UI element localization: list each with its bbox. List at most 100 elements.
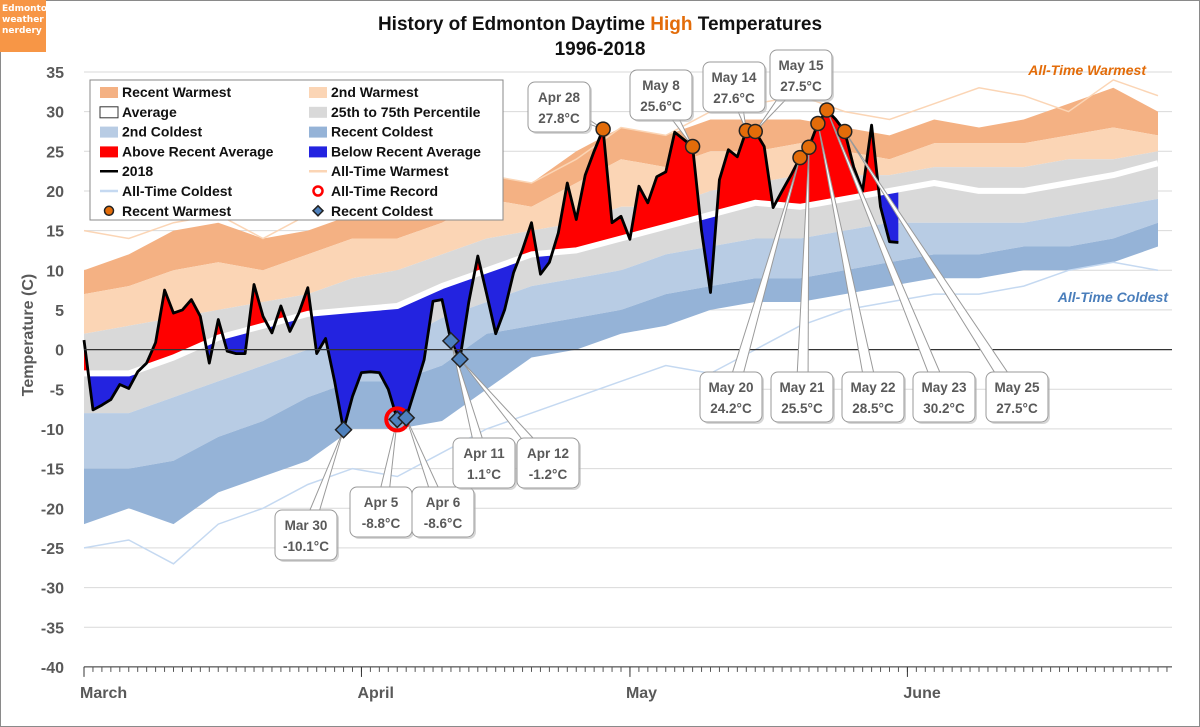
title-highlight: High [650, 14, 692, 35]
callout-value: -8.6°C [424, 516, 463, 531]
legend-label: 25th to 75th Percentile [331, 104, 481, 120]
chart-title: History of Edmonton Daytime High Tempera… [378, 14, 822, 35]
callout-box [629, 69, 693, 121]
lines [82, 108, 1159, 432]
x-tick-label: April [357, 685, 393, 702]
legend-label: 2nd Warmest [331, 84, 419, 100]
callout-value: 27.6°C [713, 91, 755, 106]
average-line [84, 160, 1159, 377]
callout-date: May 20 [708, 380, 753, 395]
recent-warmest-marker [837, 123, 853, 140]
recent-coldest-marker [397, 408, 416, 427]
legend-swatch [311, 204, 325, 217]
recent-coldest-marker [441, 331, 461, 350]
markers [334, 102, 853, 439]
legend-swatch [99, 106, 119, 119]
legend-swatch [309, 106, 327, 118]
y-tick-label: 15 [46, 224, 64, 241]
logo-line: weather [2, 15, 44, 25]
callout-box [527, 81, 591, 133]
legend-label: Recent Warmest [122, 84, 232, 100]
callout-date: May 22 [850, 380, 895, 395]
all-time-warmest-label: All-Time Warmest [1027, 62, 1147, 78]
legend-swatch [100, 146, 118, 158]
callout-date: May 8 [642, 78, 680, 93]
y-tick-label: -10 [41, 422, 64, 439]
callout-date: Apr 28 [538, 90, 581, 105]
callout-value: 27.8°C [538, 111, 580, 126]
x-tick-label: March [80, 685, 127, 702]
callout-value: 24.2°C [710, 401, 752, 416]
logo: Edmonton weather nerdery [0, 0, 54, 52]
all-time-coldest-label: All-Time Coldest [1057, 289, 1170, 305]
callout-box [411, 486, 475, 538]
legend: Recent Warmest 2nd Warmest Average 25th to … [89, 79, 504, 221]
y-tick-label: -30 [41, 581, 64, 598]
recent-warmest-marker [810, 115, 826, 132]
recent-warmest-marker [792, 149, 808, 166]
legend-label: Recent Warmest [122, 203, 232, 219]
callout-box [699, 371, 763, 423]
logo-line: nerdery [2, 26, 42, 36]
legend-swatch [309, 126, 327, 138]
recent-warmest-marker [684, 138, 701, 155]
callout-date: May 25 [994, 380, 1040, 395]
recent-warmest-marker [595, 121, 611, 137]
recent-warmest-marker [801, 139, 817, 156]
legend-label: 2018 [122, 163, 153, 179]
y-tick-label: 5 [55, 303, 64, 320]
y-tick-label: 10 [46, 263, 64, 280]
callout-box [841, 371, 905, 423]
legend-swatch [309, 146, 327, 158]
recent-warmest-marker [747, 123, 763, 140]
callout-date: Apr 12 [527, 446, 569, 461]
band-recent-warmest [84, 87, 1158, 295]
callout-value: 28.5°C [852, 401, 894, 416]
y-tick-label: 35 [46, 65, 64, 82]
callout-value: -8.8°C [362, 516, 401, 531]
callout-box [769, 49, 833, 101]
callout-box [274, 509, 338, 561]
y-tick-label: 20 [46, 184, 64, 201]
band-recent-coldest [84, 222, 1158, 525]
callout-box [985, 371, 1049, 423]
axes: 35 30 25 20 15 10 5 0 -5 -10 -15 -20 -25 -30 -35 -40 Mar… [41, 65, 1172, 702]
y-tick-label: 30 [46, 105, 64, 122]
callout-box [452, 437, 516, 489]
callout-value: 27.5°C [996, 401, 1038, 416]
line-2018 [82, 108, 899, 432]
legend-swatch [309, 87, 327, 98]
logo-line: Edmonton [2, 4, 54, 14]
callouts: Apr 28 27.8°C May 8 25.6°C May 14 27.6°C May 1… [274, 49, 1050, 562]
chart-subtitle: 1996-2018 [555, 39, 646, 60]
callout-date: Apr 5 [364, 495, 399, 510]
legend-label: Above Recent Average [122, 143, 274, 159]
callout-date: May 15 [778, 58, 824, 73]
title-pre: History of Edmonton Daytime [378, 14, 650, 35]
recent-coldest-marker [450, 350, 469, 369]
callout-date: May 23 [921, 380, 967, 395]
callout-value: 30.2°C [923, 401, 965, 416]
legend-box [89, 79, 504, 221]
callout-box [516, 437, 580, 489]
legend-swatch [103, 205, 115, 217]
callout-date: Apr 11 [463, 446, 505, 461]
callout-date: May 21 [779, 380, 825, 395]
callout-box [702, 61, 766, 113]
callout-value: -10.1°C [283, 539, 329, 554]
y-tick-label: -20 [41, 501, 64, 518]
callout-value: 25.6°C [640, 99, 682, 114]
callout-value: 1.1°C [467, 467, 501, 482]
legend-label: All-Time Coldest [122, 183, 233, 199]
all-time-coldest-line [83, 261, 1159, 565]
y-tick-label: 25 [46, 144, 64, 161]
callout-date: Mar 30 [285, 518, 328, 533]
band-second-coldest [84, 198, 1158, 469]
legend-label: Recent Coldest [331, 203, 433, 219]
callout-date: May 14 [711, 70, 757, 85]
callout-box [912, 371, 976, 423]
y-tick-label: -15 [41, 462, 64, 479]
title-post: Temperatures [693, 14, 823, 35]
callout-box [770, 371, 834, 423]
